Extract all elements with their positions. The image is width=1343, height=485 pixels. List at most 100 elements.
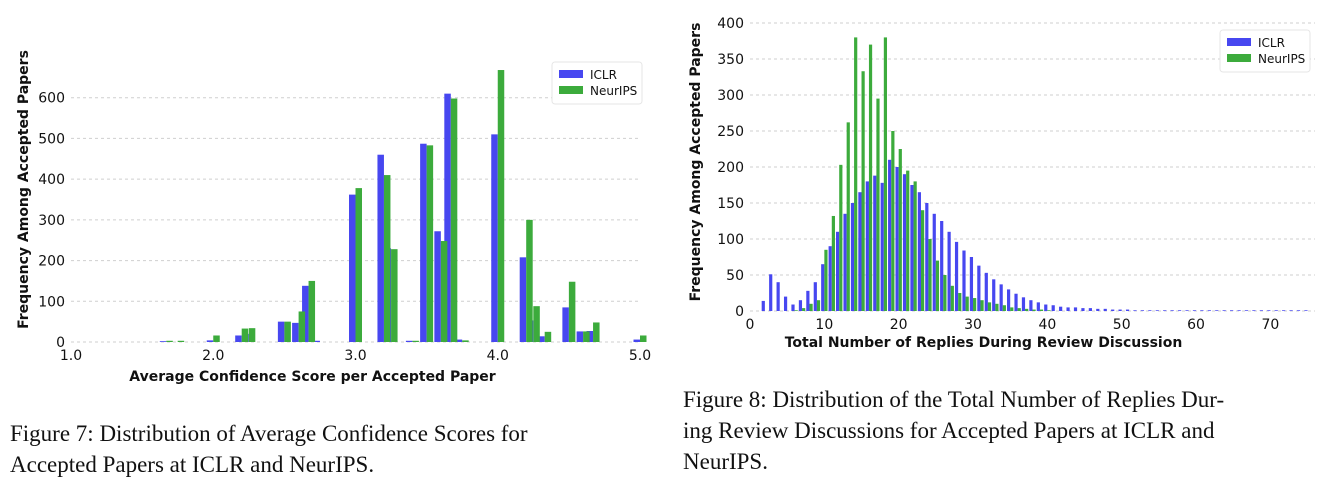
iclr-bar (1036, 302, 1040, 311)
x-tick-label: 70 (1261, 317, 1279, 333)
neurips-bar (809, 303, 813, 311)
neurips-bar (943, 275, 947, 311)
neurips-bar (166, 340, 173, 342)
iclr-bar (895, 167, 899, 311)
legend-swatch (1227, 54, 1251, 62)
caption-line: Figure 8: Distribution of the Total Numb… (683, 387, 1225, 412)
iclr-bar (1066, 307, 1070, 311)
neurips-bar (958, 293, 962, 311)
iclr-bar (235, 335, 242, 342)
x-tick-label: 50 (1113, 317, 1131, 333)
neurips-bar (391, 249, 398, 342)
caption-line: Figure 7: Distribution of Average Confid… (10, 421, 528, 446)
neurips-bar (846, 122, 850, 311)
x-axis-label: Average Confidence Score per Accepted Pa… (129, 369, 496, 385)
iclr-bar (962, 250, 966, 311)
iclr-bar (761, 300, 765, 311)
legend-label: ICLR (590, 68, 617, 82)
neurips-bar (426, 145, 434, 342)
neurips-bar (794, 310, 798, 311)
iclr-bar (1103, 308, 1107, 311)
neurips-bar (1010, 307, 1014, 311)
neurips-bar (241, 328, 249, 342)
iclr-bar (954, 241, 959, 311)
neurips-bar (440, 241, 448, 342)
iclr-bar (1296, 310, 1301, 311)
y-tick-label: 50 (726, 268, 744, 284)
iclr-bar (1274, 310, 1278, 311)
iclr-bar (1177, 310, 1182, 311)
y-tick-label: 200 (38, 254, 65, 270)
neurips-bar (898, 149, 902, 311)
iclr-bar (850, 203, 855, 311)
neurips-bar (1017, 308, 1021, 311)
y-tick-label: 600 (38, 91, 65, 107)
iclr-bar (1185, 310, 1189, 311)
iclr-bar (776, 282, 780, 311)
confidence-score-chart: 0 100 200 300 400 500 600 1.0 2.0 3.0 4.0 5.0 Averag… (16, 50, 651, 385)
iclr-bar (977, 265, 981, 311)
y-axis-label: Frequency Among Accepted Papers (688, 23, 704, 302)
y-tick-label: 350 (717, 52, 744, 68)
x-tick-label: 5.0 (629, 348, 651, 364)
neurips-bar (544, 331, 552, 342)
iclr-bar (1289, 310, 1293, 311)
iclr-bar (917, 192, 921, 311)
iclr-bar (349, 194, 356, 342)
iclr-bar (813, 282, 817, 311)
neurips-bar (995, 303, 999, 311)
caption-line: ing Review Discussions for Accepted Pape… (683, 418, 1215, 443)
x-tick-label: 4.0 (487, 348, 509, 364)
neurips-bar (980, 300, 984, 311)
neurips-bar (462, 340, 469, 342)
y-tick-label: 0 (735, 304, 744, 320)
neurips-bar (861, 71, 865, 312)
iclr-bar (999, 284, 1003, 311)
iclr-bar (902, 174, 907, 311)
iclr-bar (1059, 306, 1063, 311)
iclr-bar (455, 339, 463, 342)
iclr-bar (302, 285, 309, 342)
iclr-bar (769, 274, 773, 311)
iclr-bar (1073, 307, 1078, 311)
iclr-bar (1044, 304, 1048, 311)
y-tick-label: 400 (717, 16, 744, 32)
figure-8-caption: Figure 8: Distribution of the Total Numb… (683, 384, 1333, 477)
iclr-bar (1230, 310, 1234, 311)
iclr-bar (1267, 310, 1271, 311)
neurips-bar (213, 335, 220, 342)
iclr-bar (1096, 308, 1100, 311)
iclr-bar (1207, 310, 1211, 311)
iclr-bar (313, 340, 320, 342)
iclr-bar (1051, 305, 1055, 311)
iclr-bar (1140, 310, 1145, 311)
neurips-bar (1047, 310, 1051, 311)
neurips-bar (497, 70, 505, 343)
iclr-bar (377, 154, 384, 342)
iclr-bar (519, 257, 527, 342)
iclr-bar (783, 296, 788, 311)
iclr-bar (1088, 308, 1092, 311)
neurips-bar (876, 98, 880, 311)
x-tick-label: 1.0 (60, 348, 82, 364)
iclr-bar (806, 290, 810, 311)
iclr-bar (1200, 310, 1204, 311)
iclr-bar (969, 257, 974, 311)
neurips-bar (568, 281, 576, 342)
x-axis-label: Total Number of Replies During Review Di… (785, 335, 1183, 351)
iclr-bar (1282, 310, 1286, 311)
x-tick-label: 0 (746, 317, 755, 333)
iclr-bar (1259, 310, 1263, 311)
neurips-bar (308, 280, 316, 342)
x-tick-label: 10 (815, 317, 833, 333)
legend-swatch (559, 70, 583, 78)
iclr-bar (444, 93, 451, 343)
neurips-bar (583, 331, 590, 342)
x-tick-label: 30 (964, 317, 982, 333)
figure-7-caption: Figure 7: Distribution of Average Confid… (10, 418, 660, 480)
y-tick-label: 0 (56, 335, 65, 351)
iclr-bar (865, 181, 869, 311)
replies-chart: 0 50 100 150 200 250 300 350 400 0 10 20 30 40 50 60 70 T… (688, 16, 1315, 351)
iclr-bar (1118, 309, 1122, 311)
neurips-bar (1039, 309, 1044, 311)
